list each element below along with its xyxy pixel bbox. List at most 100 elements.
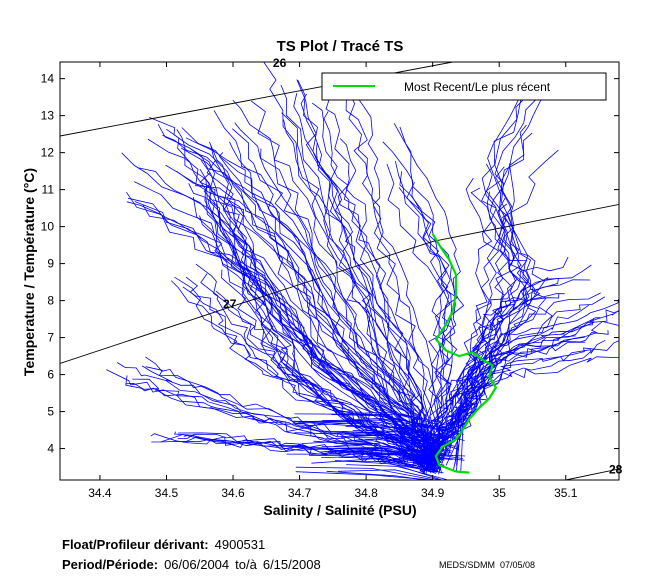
end-date: 6/15/2008 bbox=[262, 557, 321, 572]
x-tick-label: 34.8 bbox=[354, 486, 378, 500]
x-axis-label: Salinity / Salinité (PSU) bbox=[263, 502, 416, 518]
profile-line bbox=[298, 421, 445, 443]
profile-line bbox=[138, 167, 434, 471]
profile-line bbox=[437, 163, 520, 467]
profile-line bbox=[445, 149, 559, 466]
profile-line bbox=[295, 466, 437, 480]
profile-line bbox=[431, 163, 500, 468]
y-tick-label: 10 bbox=[41, 220, 55, 234]
profile-line bbox=[334, 460, 444, 474]
chart-title: TS Plot / Tracé TS bbox=[277, 38, 404, 55]
profile-line bbox=[132, 378, 441, 463]
profile-line bbox=[406, 182, 465, 462]
y-axis-ticks: 4 5 6 7 8 9 10 11 12 13 14 bbox=[41, 72, 619, 456]
profile-line bbox=[213, 110, 431, 468]
profile-line bbox=[321, 455, 435, 473]
profile-line bbox=[427, 309, 619, 462]
legend: Most Recent/Le plus récent bbox=[321, 72, 607, 101]
profile-line bbox=[428, 293, 565, 466]
y-tick-label: 14 bbox=[41, 72, 55, 86]
profile-line bbox=[293, 420, 456, 439]
period-info-line: Period/Période: 06/06/2004 to/à 6/15/2008 bbox=[62, 557, 321, 572]
profile-line bbox=[315, 143, 425, 474]
profile-line bbox=[346, 464, 447, 480]
profile-line bbox=[181, 127, 441, 474]
profile-line bbox=[323, 111, 427, 459]
profile-line bbox=[185, 137, 429, 471]
most-recent-series bbox=[431, 233, 497, 474]
profile-line bbox=[341, 431, 448, 447]
profile-line bbox=[128, 197, 440, 464]
profile-line bbox=[435, 166, 513, 473]
isopycnal-label: 26 bbox=[273, 56, 287, 70]
start-date: 06/06/2004 bbox=[164, 557, 230, 572]
x-tick-label: 35 bbox=[493, 486, 507, 500]
x-tick-label: 34.4 bbox=[88, 486, 112, 500]
profile-line bbox=[431, 197, 514, 462]
profile-line bbox=[459, 97, 528, 471]
y-tick-label: 12 bbox=[41, 146, 55, 160]
float-label: Float/Profileur dérivant: bbox=[62, 537, 209, 552]
profile-line bbox=[300, 93, 433, 471]
period-label: Period/Période: bbox=[62, 557, 159, 572]
x-tick-label: 35.1 bbox=[554, 486, 578, 500]
profile-line bbox=[295, 471, 437, 480]
profile-line bbox=[433, 177, 493, 462]
x-tick-label: 34.7 bbox=[288, 486, 312, 500]
profile-line bbox=[358, 413, 448, 429]
profile-line bbox=[188, 183, 430, 466]
y-tick-label: 4 bbox=[47, 442, 54, 456]
profile-line bbox=[364, 437, 439, 458]
profile-line bbox=[333, 442, 433, 465]
profile-line bbox=[345, 92, 434, 468]
isopycnal-label: 28 bbox=[609, 463, 623, 477]
profile-line bbox=[430, 292, 601, 462]
profile-line bbox=[150, 433, 430, 470]
x-tick-label: 34.6 bbox=[221, 486, 245, 500]
profile-line bbox=[354, 93, 443, 474]
profile-line bbox=[424, 296, 606, 461]
profile-line bbox=[145, 356, 440, 467]
float-info-line: Float/Profileur dérivant: 4900531 bbox=[62, 537, 265, 552]
profile-line bbox=[151, 438, 437, 472]
credit-line: MEDS/SDMM 07/05/08 bbox=[439, 560, 535, 570]
profile-line bbox=[293, 93, 426, 463]
profile-line bbox=[334, 411, 443, 423]
y-tick-label: 13 bbox=[41, 109, 55, 123]
profile-line bbox=[352, 430, 434, 441]
plot-area bbox=[60, 62, 619, 480]
profile-line bbox=[326, 470, 429, 480]
profile-line bbox=[322, 419, 435, 437]
to-label: to/à bbox=[235, 557, 257, 572]
profile-line bbox=[126, 201, 433, 462]
profile-line bbox=[251, 100, 432, 465]
x-axis-ticks: 34.4 34.5 34.6 34.7 34.8 34.9 35 35.1 bbox=[88, 62, 578, 500]
plot-frame bbox=[59, 61, 620, 481]
profile-line bbox=[386, 163, 444, 469]
float-id: 4900531 bbox=[214, 537, 266, 552]
isopycnal-line bbox=[565, 468, 619, 480]
y-axis-label: Temperature / Température (°C) bbox=[21, 168, 37, 376]
profile-line bbox=[393, 123, 451, 464]
profile-line bbox=[116, 362, 435, 473]
x-tick-label: 34.9 bbox=[421, 486, 445, 500]
isopycnal-label: 27 bbox=[223, 297, 237, 311]
profile-line bbox=[310, 422, 452, 442]
profile-line bbox=[325, 91, 440, 457]
y-tick-label: 6 bbox=[47, 368, 54, 382]
profile-line bbox=[281, 112, 440, 471]
profile-line bbox=[157, 124, 439, 458]
credit-org: MEDS/SDMM bbox=[439, 560, 495, 570]
profile-line bbox=[280, 84, 433, 471]
profile-line bbox=[353, 433, 452, 446]
y-tick-label: 9 bbox=[47, 257, 54, 271]
y-tick-label: 7 bbox=[47, 331, 54, 345]
y-tick-label: 5 bbox=[47, 405, 54, 419]
profile-line bbox=[286, 453, 445, 466]
legend-label-most-recent: Most Recent/Le plus récent bbox=[404, 80, 551, 94]
y-tick-label: 11 bbox=[42, 183, 55, 197]
plot-date: 07/05/08 bbox=[500, 560, 536, 570]
most-recent-line bbox=[431, 233, 497, 474]
profile-line bbox=[176, 170, 442, 467]
